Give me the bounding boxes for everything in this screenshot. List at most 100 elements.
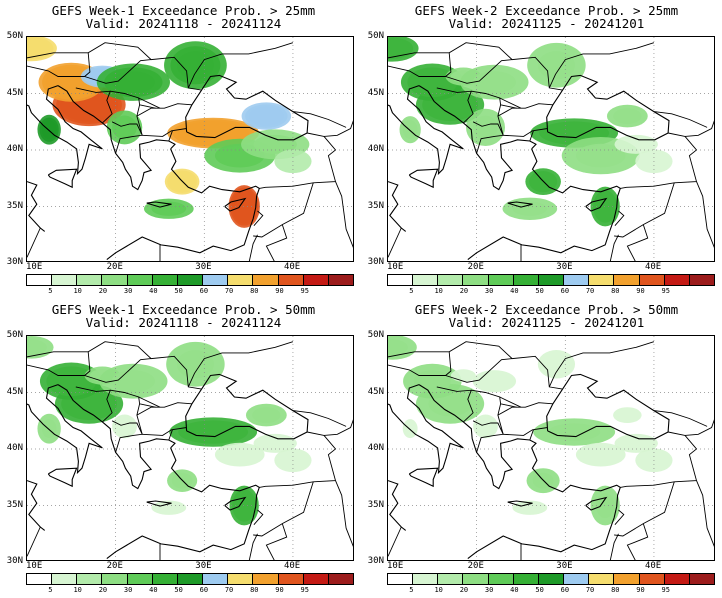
coastline: [585, 197, 608, 212]
colorbar-swatch: [102, 275, 128, 285]
country-border: [75, 87, 113, 124]
colorbar: [26, 573, 354, 585]
country-border: [548, 341, 655, 388]
coastline: [418, 85, 537, 191]
colorbar-swatch: [538, 574, 565, 584]
country-border: [187, 341, 294, 388]
colorbar-swatch: [52, 275, 78, 285]
country-border: [110, 90, 143, 154]
lon-label: 20E: [467, 262, 484, 272]
country-border: [388, 52, 452, 77]
colorbar-swatch: [664, 275, 690, 285]
country-border: [259, 136, 337, 189]
lon-label: 20E: [106, 561, 123, 571]
map-area: [26, 36, 354, 262]
colorbar-label: 50: [535, 586, 544, 594]
country-border: [111, 121, 143, 136]
precip-area: [112, 414, 137, 439]
precip-area: [512, 500, 548, 515]
lat-label: 40N: [367, 144, 384, 154]
precip-map: [388, 37, 714, 261]
colorbar-label: 95: [300, 287, 309, 295]
colorbar-label: 30: [123, 287, 133, 295]
country-border: [265, 523, 288, 560]
colorbar-label: 30: [123, 586, 133, 594]
country-border: [499, 396, 522, 408]
precip-area: [106, 110, 143, 145]
precip-area: [590, 186, 620, 227]
colorbar-swatch: [664, 574, 690, 584]
colorbar-swatch: [463, 275, 489, 285]
lon-label: 40E: [644, 561, 662, 571]
coastline: [224, 496, 247, 511]
panel-title: GEFS Week-2 Exceedance Prob. > 50mm: [414, 302, 679, 317]
colorbar-swatch: [177, 574, 204, 584]
country-border: [497, 103, 553, 117]
panel-subtitle: Valid: 20241125 - 20241201: [448, 315, 645, 330]
colorbar-swatch: [77, 275, 103, 285]
colorbar-swatch: [564, 574, 590, 584]
country-border: [168, 130, 173, 142]
colorbar-swatch: [127, 275, 153, 285]
colorbar-label: 40: [510, 586, 519, 594]
colorbar-label: 70: [224, 287, 234, 295]
precip-area: [245, 403, 287, 427]
colorbar-swatch: [488, 574, 514, 584]
country-border: [84, 358, 152, 383]
country-border: [388, 42, 563, 91]
lon-label: 30E: [556, 561, 573, 571]
precip-area: [27, 336, 54, 359]
colorbar-label: 95: [300, 586, 309, 594]
country-border: [136, 402, 192, 416]
colorbar-label: 50: [174, 586, 183, 594]
colorbar-swatch: [278, 275, 304, 285]
precip-area: [402, 419, 418, 439]
country-border: [614, 481, 675, 537]
colorbar-swatch: [253, 574, 279, 584]
country-border: [472, 420, 504, 435]
colorbar-label: 60: [560, 287, 570, 295]
country-border: [503, 128, 548, 137]
country-border: [110, 389, 143, 453]
colorbar-label: 10: [73, 586, 82, 594]
precip-area: [590, 485, 620, 526]
lat-label: 40N: [367, 443, 384, 453]
country-border: [253, 210, 264, 226]
precip-area: [27, 37, 57, 62]
colorbar-swatch: [328, 574, 354, 584]
lat-label: 35N: [367, 499, 384, 510]
colorbar-label: 70: [585, 586, 595, 594]
precip-area: [169, 417, 258, 447]
colorbar-swatch: [538, 275, 565, 285]
colorbar-label: 5: [409, 287, 414, 295]
colorbar-label: 80: [250, 586, 259, 594]
colorbar-swatch: [614, 275, 640, 285]
country-border: [500, 403, 517, 408]
colorbar-swatch: [52, 574, 78, 584]
colorbar-swatch: [513, 275, 539, 285]
colorbar-swatch: [152, 275, 178, 285]
country-border: [27, 341, 202, 390]
panel-week1-25mm: GEFS Week-1 Exceedance Prob. > 25mm Vali…: [0, 0, 361, 299]
colorbar-swatch: [27, 574, 53, 584]
panel-title: GEFS Week-1 Exceedance Prob. > 50mm: [51, 302, 316, 317]
country-border: [620, 136, 698, 189]
colorbar-swatch: [27, 275, 53, 285]
colorbar-swatch: [127, 574, 153, 584]
colorbar: [387, 573, 715, 585]
precip-area: [450, 369, 476, 382]
coastline: [27, 384, 103, 475]
coastline: [546, 373, 670, 440]
country-border: [335, 480, 353, 547]
country-border: [614, 210, 625, 226]
colorbar-swatch: [303, 275, 329, 285]
country-border: [696, 480, 714, 547]
lon-label: 10E: [26, 561, 43, 571]
country-border: [27, 52, 91, 77]
coastline: [185, 373, 309, 440]
precip-area: [502, 197, 558, 220]
colorbar-label: 90: [275, 287, 284, 295]
country-border: [471, 90, 504, 154]
coastline: [106, 148, 260, 261]
panel-subtitle: Valid: 20241118 - 20241124: [85, 16, 282, 31]
